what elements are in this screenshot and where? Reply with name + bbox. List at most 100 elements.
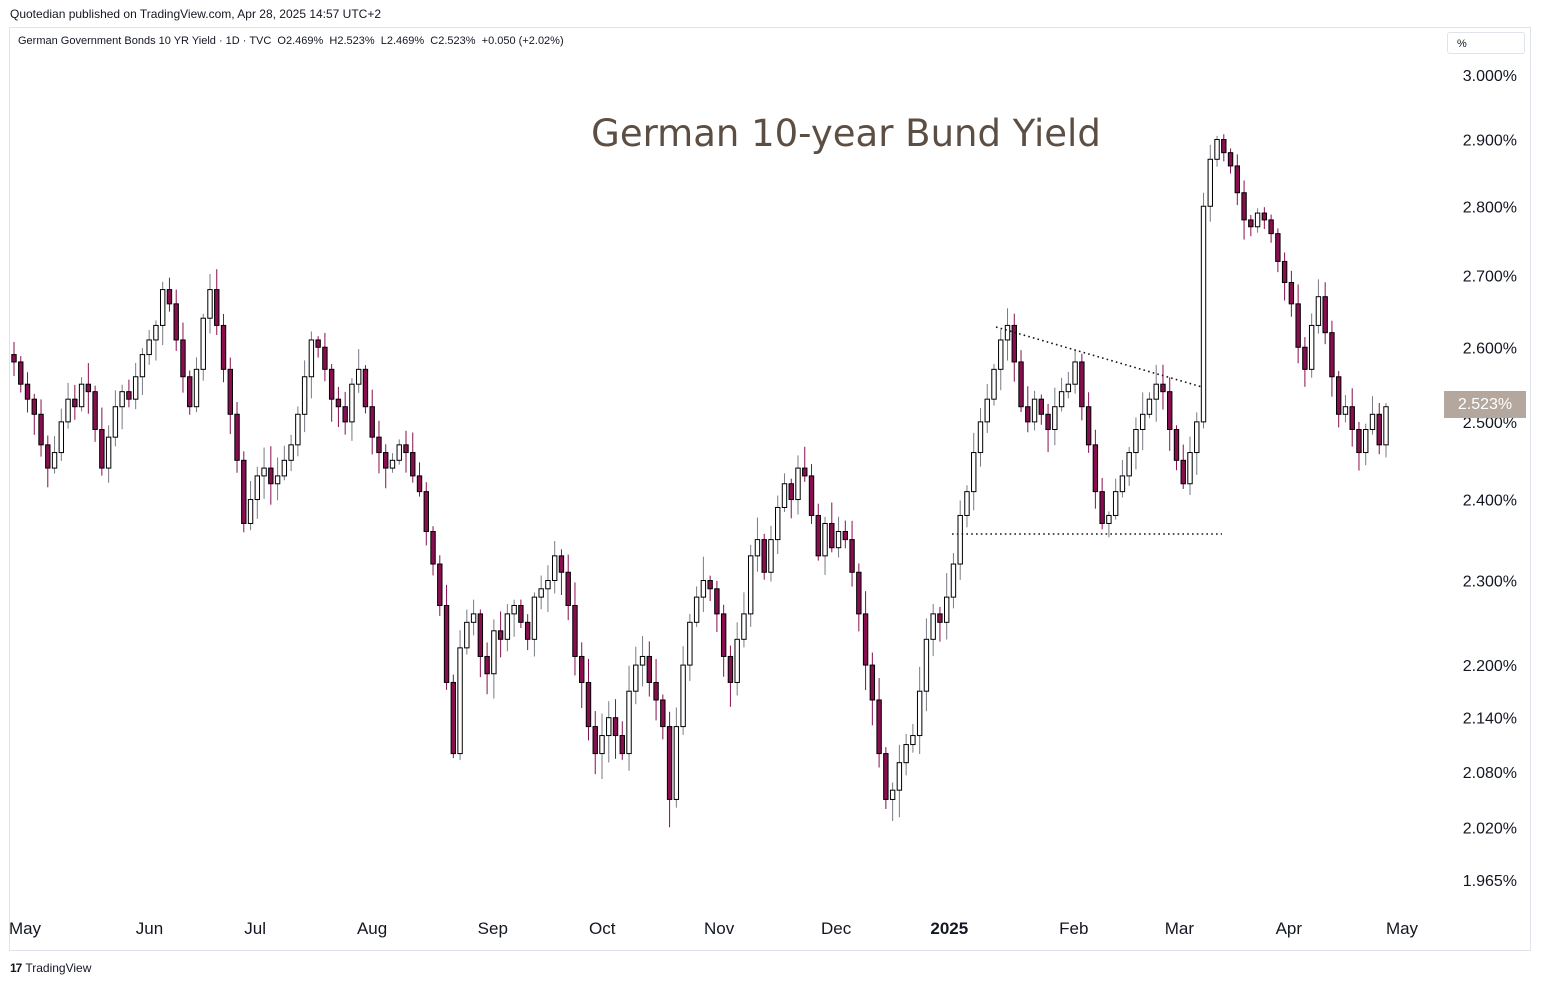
candle-body (1308, 324, 1315, 370)
candle (416, 462, 423, 497)
candle (781, 473, 788, 513)
candle-body (193, 368, 200, 408)
candle (923, 618, 930, 712)
symbol-legend[interactable]: German Government Bonds 10 YR Yield · 1D… (18, 35, 564, 47)
candle-body (281, 459, 288, 477)
candle-body (1194, 421, 1200, 454)
candle (606, 701, 612, 763)
candle (1356, 421, 1362, 471)
candle (660, 694, 666, 740)
candle-body (247, 499, 254, 524)
candle (450, 674, 457, 759)
candle (1173, 425, 1180, 471)
candle-body (531, 596, 538, 640)
candle-body (720, 613, 727, 657)
candle (1227, 148, 1234, 174)
candle-body (1302, 346, 1308, 370)
candle-body (288, 444, 294, 461)
candle (998, 329, 1004, 391)
candle-body (274, 475, 281, 485)
candle-body (315, 339, 321, 348)
candle (815, 503, 821, 561)
candle-body (24, 383, 31, 400)
candle (295, 406, 301, 457)
candle (322, 332, 328, 382)
candle-body (998, 339, 1004, 370)
candle-body (383, 452, 389, 469)
candle-body (369, 406, 375, 438)
candle (497, 611, 504, 658)
candle-body (856, 571, 862, 615)
candle (443, 584, 450, 690)
candle-body (437, 563, 443, 606)
candle (531, 592, 538, 657)
candle (511, 599, 517, 637)
y-tick-label: 2.700% (1463, 268, 1517, 285)
candle-body (795, 467, 801, 501)
x-tick-label: Sep (478, 919, 508, 938)
candle (1234, 154, 1241, 206)
candle (1322, 282, 1328, 345)
footer-branding[interactable]: 17 TradingView (10, 961, 91, 975)
candle-body (477, 613, 484, 657)
candle (714, 580, 720, 633)
candle-body (761, 539, 767, 573)
candle (957, 500, 963, 580)
candle (1335, 371, 1342, 428)
candle (829, 502, 835, 553)
candle-body (579, 655, 585, 683)
y-axis[interactable]: 3.000% 2.900% 2.800% 2.700% 2.600% 2.500% 2.40… (1463, 68, 1517, 890)
candle-body (835, 531, 842, 549)
candle (45, 435, 51, 488)
candle (768, 525, 774, 582)
candle-body (139, 354, 146, 378)
descending-trendline (995, 326, 1203, 388)
candle-body (747, 555, 754, 615)
candle-body (1146, 398, 1153, 415)
candle-body (646, 655, 653, 683)
candle-body (1281, 260, 1288, 284)
candle-body (1180, 459, 1186, 485)
candle-body (173, 303, 179, 341)
publisher-banner: Quotedian published on TradingView.com, … (10, 7, 382, 21)
candle-body (1106, 514, 1112, 524)
candle-body (1369, 413, 1376, 430)
candle-body (112, 406, 119, 438)
candle-body (606, 717, 612, 737)
candle (802, 446, 808, 482)
candle (1085, 392, 1092, 453)
candle (308, 331, 315, 399)
candle-body (1112, 491, 1119, 516)
footer-brand-text: TradingView (25, 961, 92, 975)
candle-body (612, 717, 619, 737)
candle-body (214, 289, 220, 326)
candle (504, 604, 511, 652)
candle (1031, 390, 1038, 431)
candle-body (295, 413, 301, 446)
candle (11, 341, 17, 377)
y-tick-label: 2.500% (1463, 415, 1517, 432)
candle (1018, 350, 1024, 413)
trendline-layer[interactable] (952, 326, 1222, 535)
candle (673, 707, 680, 808)
candle-body (1214, 138, 1220, 160)
candle (261, 447, 267, 499)
candle-body (389, 459, 396, 469)
candle-body (18, 361, 24, 385)
candle-body (187, 376, 193, 408)
candle-body (159, 289, 166, 326)
candle-body (166, 289, 173, 305)
candle-body (545, 580, 551, 590)
candle-body (1268, 219, 1274, 235)
candle-body (146, 339, 152, 356)
candle-body (950, 563, 957, 598)
candle-body (653, 681, 659, 701)
candle (693, 586, 700, 628)
candle-body (484, 655, 490, 675)
x-axis[interactable]: May Jun Jul Aug Sep Oct Nov Dec 2025 Feb Mar Apr May (9, 919, 1419, 938)
candle-body (132, 376, 139, 400)
candle (335, 386, 342, 428)
candle (822, 516, 828, 575)
price-scale-unit-button[interactable]: % (1447, 32, 1525, 54)
